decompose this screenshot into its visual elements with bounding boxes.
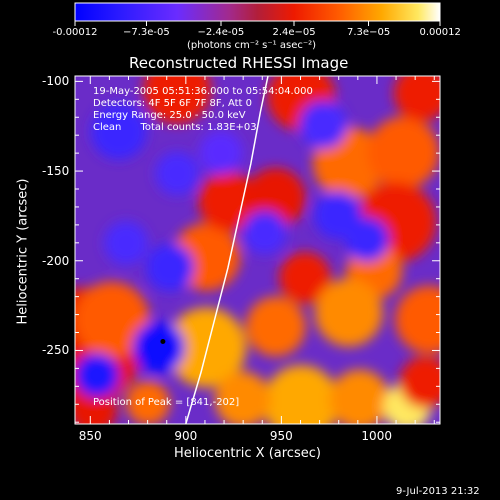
- heatmap-blob: [299, 100, 348, 149]
- heatmap-blob: [278, 251, 331, 304]
- heatmap-blob: [166, 307, 247, 388]
- heatmap-blob: [393, 76, 440, 122]
- heatmap-blob: [245, 296, 306, 357]
- x-tick-label: 850: [78, 429, 102, 443]
- peak-position-annotation: Position of Peak = [841,-202]: [93, 397, 240, 408]
- heatmap-blob: [314, 278, 383, 347]
- colorbar-tick-label: -0.00012: [52, 27, 98, 38]
- heatmap-blob: [263, 365, 340, 424]
- detectors-annotation: Detectors: 4F 5F 6F 7F 8F, Att 0: [93, 98, 253, 109]
- colorbar-tick-label: 7.3e−05: [347, 27, 391, 38]
- y-tick-label: -150: [42, 164, 70, 179]
- y-axis-title: Heliocentric Y (arcsec): [15, 178, 31, 325]
- heatmap-blob: [345, 217, 389, 262]
- colorbar-ticks: [74, 21, 441, 26]
- heatmap-blob: [75, 281, 150, 358]
- heatmap-blob: [90, 103, 147, 160]
- heatmap-blob: [395, 285, 440, 354]
- heatmap-blob: [104, 221, 149, 266]
- heatmap-blob: [198, 171, 259, 232]
- heatmap-blob: [155, 151, 200, 196]
- x-tick-label: 950: [269, 429, 293, 443]
- heatmap-blob: [242, 210, 287, 255]
- axis-ticks: [75, 76, 440, 424]
- colorbar-tick-label: −2.4e-05: [197, 27, 245, 38]
- limb-curve: [185, 76, 269, 424]
- heatmap-blob: [126, 381, 170, 424]
- colorbar: [74, 2, 441, 26]
- heatmap-blob: [145, 243, 194, 292]
- plot-frame: [74, 75, 441, 425]
- y-tick-label: -100: [42, 74, 70, 89]
- heatmap-blob: [367, 116, 440, 189]
- heatmap-blob: [132, 321, 185, 374]
- heatmap-blob: [329, 369, 390, 424]
- colorbar-tick-label: 2.4e−05: [272, 27, 316, 38]
- heatmap-image: [75, 76, 440, 424]
- heatmap-blob: [75, 386, 118, 424]
- heatmap-blob: [199, 130, 243, 175]
- energy-range-annotation: Energy Range: 25.0 - 50.0 keV: [93, 110, 246, 121]
- colorbar-tick-label: 0.00012: [419, 27, 461, 38]
- heatmap-blob: [143, 76, 212, 124]
- x-tick-label: 1000: [361, 429, 392, 443]
- colorbar-units-label: (photons cm⁻² s⁻¹ asec⁻²): [187, 40, 317, 51]
- y-tick-label: -200: [42, 253, 70, 268]
- colorbar-gradient: [74, 2, 441, 22]
- clean-counts-annotation: Clean Total counts: 1.83E+03: [93, 122, 257, 133]
- footer-timestamp: 9-Jul-2013 21:32: [396, 486, 480, 497]
- time-range-annotation: 19-May-2005 05:51:36.000 to 05:54:04.000: [93, 86, 313, 97]
- chart-title: Reconstructed RHESSI Image: [129, 54, 349, 72]
- x-axis-title: Heliocentric X (arcsec): [174, 446, 321, 461]
- x-tick-label: 900: [174, 429, 198, 443]
- heatmap-blob: [399, 356, 440, 409]
- y-tick-label: -250: [42, 343, 70, 358]
- heatmap-blob: [214, 371, 271, 424]
- peak-marker: [160, 338, 166, 344]
- heatmap-blob: [75, 353, 119, 398]
- colorbar-tick-label: −7.3e-05: [122, 27, 170, 38]
